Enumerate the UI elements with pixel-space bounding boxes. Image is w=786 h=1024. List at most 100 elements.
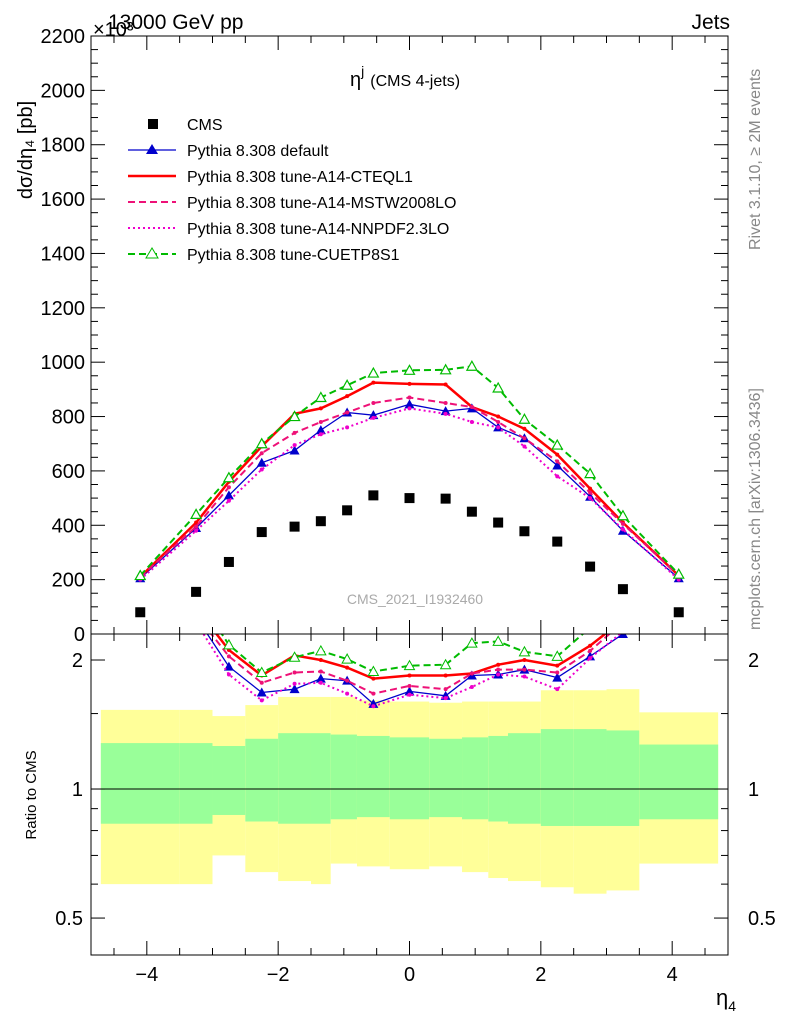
- data-point: [443, 400, 448, 405]
- uncertainty-band-inner: [389, 737, 430, 820]
- ratio-point: [194, 606, 198, 610]
- ratio-point: [318, 669, 323, 674]
- ratio-point: [496, 672, 501, 677]
- data-point: [407, 395, 412, 400]
- x-axis-title-sub: 4: [728, 998, 736, 1014]
- panel-title-main: η: [350, 69, 361, 91]
- x-tick-label: 2: [535, 964, 546, 986]
- ratio-point: [345, 665, 350, 670]
- data-point: [289, 445, 300, 455]
- ratio-point: [617, 634, 628, 638]
- x-axis-title: η4: [716, 985, 736, 1014]
- ratio-point: [345, 678, 350, 683]
- watermark: CMS_2021_I1932460: [347, 591, 483, 607]
- ratio-point: [496, 662, 501, 667]
- data-point: [371, 380, 376, 385]
- ratio-y-tick-label: 0.5: [55, 908, 83, 930]
- ratio-pythia-8-308-tune-a14-mstw2008lo: [210, 603, 681, 696]
- data-point: [552, 536, 563, 547]
- data-point: [194, 520, 199, 525]
- x-tick-label: −4: [135, 964, 158, 986]
- data-point: [673, 607, 684, 618]
- legend-marker: [148, 119, 158, 129]
- ratio-y-tick-label: 1: [72, 779, 83, 801]
- data-point: [368, 490, 379, 501]
- y-tick-label: 1400: [41, 243, 86, 265]
- ratio-point: [318, 658, 323, 663]
- data-point: [551, 438, 564, 450]
- data-point: [191, 586, 202, 597]
- data-point: [256, 457, 267, 467]
- ratio-point: [585, 651, 596, 661]
- data-point: [555, 452, 560, 457]
- ratio-point: [256, 687, 267, 697]
- uncertainty-band-inner: [212, 746, 246, 815]
- ratio-point: [223, 638, 235, 650]
- uncertainty-band-inner: [245, 738, 279, 822]
- ratio-point: [469, 685, 474, 690]
- data-point: [259, 451, 264, 456]
- main-series: [134, 360, 685, 618]
- legend-entry: Pythia 8.308 default: [128, 143, 329, 160]
- ratio-point: [492, 635, 505, 646]
- y-tick-label: 1800: [41, 135, 86, 157]
- legend-label: Pythia 8.308 tune-CUETP8S1: [187, 247, 400, 264]
- main-panel: 0 200 400 600 800 1000 1200 1400 1600 1800 2000 220…: [15, 26, 729, 646]
- ratio-series: [191, 596, 684, 709]
- y-tick-label: 2000: [41, 80, 86, 102]
- legend-entry: Pythia 8.308 tune-A14-NNPDF2.3LO: [128, 221, 449, 238]
- data-point: [620, 527, 625, 532]
- data-point: [616, 509, 629, 521]
- data-point: [255, 437, 268, 449]
- ratio-y-axis-title: Ratio to CMS: [23, 750, 40, 839]
- uncertainty-band-inner: [573, 729, 607, 826]
- ratio-point: [407, 683, 412, 688]
- data-point: [318, 406, 323, 411]
- ratio-point: [288, 651, 301, 662]
- x-tick-label: 4: [667, 964, 678, 986]
- data-point: [522, 444, 527, 449]
- data-point: [584, 467, 597, 479]
- uncertainty-band-inner: [540, 729, 574, 826]
- ratio-point: [292, 681, 297, 686]
- data-point: [440, 406, 451, 416]
- energy-label: 13000 GeV pp: [108, 11, 243, 34]
- ratio-point: [191, 612, 201, 621]
- ratio-point: [255, 666, 268, 678]
- ratio-point: [588, 656, 593, 661]
- data-point: [588, 490, 593, 495]
- data-point: [341, 379, 354, 390]
- data-point: [226, 485, 231, 490]
- data-point: [345, 425, 350, 430]
- y-tick-label: 400: [52, 515, 85, 537]
- ratio-y-tick-label-right: 2: [748, 650, 759, 672]
- data-point: [496, 425, 501, 430]
- ratio-point: [674, 596, 684, 605]
- legend-label: Pythia 8.308 tune-A14-MSTW2008LO: [187, 195, 456, 212]
- ratio-point: [585, 623, 595, 632]
- ratio-point: [439, 658, 452, 670]
- ratio-point: [226, 654, 231, 659]
- ratio-point: [345, 691, 350, 696]
- data-point: [134, 569, 147, 581]
- data-point: [443, 411, 448, 416]
- main-ticks: 0 200 400 600 800 1000 1200 1400 1600 1800 2000 220…: [41, 26, 728, 646]
- data-point: [620, 521, 625, 526]
- uncertainty-band-inner: [639, 744, 719, 820]
- data-point: [292, 443, 297, 448]
- ratio-point: [522, 667, 527, 672]
- data-point: [315, 425, 326, 435]
- uncertainty-band-inner: [429, 738, 463, 818]
- ratio-point: [588, 643, 593, 648]
- series-line: [139, 381, 680, 578]
- data-point: [289, 521, 300, 532]
- ratio-ticks: 0.5 0.5 1 1 2 2 −4 −2 0 2 4: [55, 634, 776, 986]
- data-point: [496, 414, 501, 419]
- ratio-point: [223, 661, 234, 671]
- data-point: [585, 561, 596, 572]
- ratio-point: [677, 603, 681, 607]
- ratio-point: [404, 686, 415, 696]
- data-point: [465, 360, 478, 371]
- data-point: [314, 391, 327, 403]
- ratio-point: [552, 672, 563, 682]
